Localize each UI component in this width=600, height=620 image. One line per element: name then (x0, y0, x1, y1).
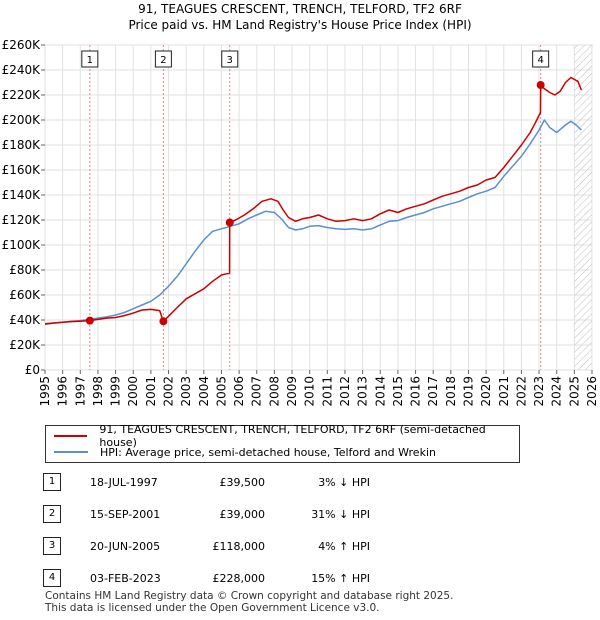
x-tick-label: 2008 (267, 376, 281, 407)
x-tick-label: 2019 (461, 376, 475, 407)
chart-subtitle: Price paid vs. HM Land Registry's House … (128, 18, 472, 32)
x-tick-label: 2004 (197, 376, 211, 407)
y-tick-label: £260K (2, 38, 42, 52)
x-tick-label: 1997 (73, 376, 87, 407)
legend-swatch-hpi (54, 451, 88, 453)
x-tick-label: 2023 (532, 376, 546, 407)
x-tick-label: 1995 (38, 376, 52, 407)
transaction-hpi-diff: 31% ↓ HPI (311, 508, 370, 521)
transaction-number: 1 (43, 473, 61, 491)
legend-item-property: 91, TEAGUES CRESCENT, TRENCH, TELFORD, T… (54, 423, 519, 449)
table-row: 3 20-JUN-2005 £118,000 4% ↑ HPI (0, 536, 600, 556)
x-tick-label: 2022 (514, 376, 528, 407)
transaction-price: £118,000 (212, 540, 266, 553)
x-tick-label: 2015 (391, 376, 405, 407)
series-line-hpi (44, 119, 582, 326)
x-tick-label: 1998 (91, 376, 105, 407)
transaction-hpi-diff: 15% ↑ HPI (311, 572, 370, 585)
transaction-date: 03-FEB-2023 (90, 572, 161, 585)
legend-swatch-property (54, 435, 88, 437)
chart-title: 91, TEAGUES CRESCENT, TRENCH, TELFORD, T… (138, 2, 462, 16)
y-tick-label: £220K (2, 88, 42, 102)
sale-number-box (532, 50, 550, 68)
transaction-price: £39,500 (219, 476, 266, 489)
y-tick-label: £60K (9, 288, 41, 302)
table-row: 1 18-JUL-1997 £39,500 3% ↓ HPI (0, 472, 600, 492)
y-tick-label: £240K (2, 63, 42, 77)
table-row: 4 03-FEB-2023 £228,000 15% ↑ HPI (0, 568, 600, 588)
x-tick-label: 2010 (303, 376, 317, 407)
y-tick-label: £200K (2, 113, 42, 127)
transaction-hpi-diff: 3% ↓ HPI (318, 476, 370, 489)
x-tick-label: 2021 (497, 376, 511, 407)
x-tick-label: 2005 (214, 376, 228, 407)
x-tick-label: 2013 (356, 376, 370, 407)
x-tick-label: 2017 (426, 376, 440, 407)
series-line-property (44, 76, 583, 325)
sale-point (225, 218, 234, 227)
transaction-number: 4 (43, 569, 61, 587)
legend-item-hpi: HPI: Average price, semi-detached house,… (54, 444, 436, 460)
x-tick-label: 2002 (162, 376, 176, 407)
y-tick-label: £80K (9, 263, 41, 277)
x-tick-label: 2006 (232, 376, 246, 407)
legend-label-hpi: HPI: Average price, semi-detached house,… (100, 445, 436, 459)
y-tick-label: £0 (25, 363, 40, 377)
y-tick-label: £40K (9, 313, 41, 327)
footer-license: This data is licensed under the Open Gov… (45, 602, 380, 614)
sale-point (85, 316, 94, 325)
transaction-number: 3 (43, 537, 61, 555)
x-tick-label: 2000 (126, 376, 140, 407)
x-tick-label: 1999 (109, 376, 123, 407)
sale-number-box (81, 50, 99, 68)
transaction-date: 15-SEP-2001 (90, 508, 161, 521)
plot-area (44, 44, 593, 371)
sale-point (536, 81, 545, 89)
transaction-date: 18-JUL-1997 (90, 476, 158, 489)
legend-label-property: 91, TEAGUES CRESCENT, TRENCH, TELFORD, T… (99, 423, 486, 449)
transaction-price: £39,000 (219, 508, 266, 521)
x-tick-label: 2007 (250, 376, 264, 407)
transaction-hpi-diff: 4% ↑ HPI (318, 540, 370, 553)
footer-copyright: Contains HM Land Registry data © Crown c… (45, 590, 454, 602)
x-tick-label: 2025 (567, 376, 581, 407)
x-tick-label: 2026 (585, 376, 599, 407)
sale-number-label: 1 (87, 55, 93, 66)
x-tick-label: 2009 (285, 376, 299, 407)
x-tick-label: 2011 (320, 376, 334, 407)
x-tick-label: 2020 (479, 376, 493, 407)
y-tick-label: £20K (9, 338, 41, 352)
x-tick-label: 2001 (144, 376, 158, 407)
x-tick-label: 2012 (338, 376, 352, 407)
sale-point (159, 317, 168, 326)
table-row: 2 15-SEP-2001 £39,000 31% ↓ HPI (0, 504, 600, 524)
transaction-price: £228,000 (212, 572, 266, 585)
y-tick-label: £180K (2, 138, 42, 152)
y-tick-label: £160K (2, 163, 42, 177)
sale-number-label: 3 (227, 55, 233, 66)
sale-number-box (221, 50, 239, 68)
x-tick-label: 2014 (373, 376, 387, 407)
x-tick-label: 2024 (550, 376, 564, 407)
y-tick-label: £100K (2, 238, 42, 252)
sale-number-label: 4 (537, 55, 543, 66)
x-tick-label: 2016 (409, 376, 423, 407)
price-chart: 1 2 3 4 £0 £20K £40K £60K £80K £100K £120K £140K £1… (2, 38, 599, 407)
projection-region (574, 45, 592, 370)
y-tick-label: £140K (2, 188, 42, 202)
transaction-number: 2 (43, 505, 61, 523)
x-tick-label: 2018 (444, 376, 458, 407)
sale-number-box (154, 50, 172, 68)
x-tick-label: 1996 (56, 376, 70, 407)
x-tick-label: 2003 (179, 376, 193, 407)
legend: 91, TEAGUES CRESCENT, TRENCH, TELFORD, T… (45, 423, 520, 463)
transaction-date: 20-JUN-2005 (90, 540, 161, 553)
y-tick-label: £120K (2, 213, 42, 227)
sale-number-label: 2 (160, 55, 166, 66)
